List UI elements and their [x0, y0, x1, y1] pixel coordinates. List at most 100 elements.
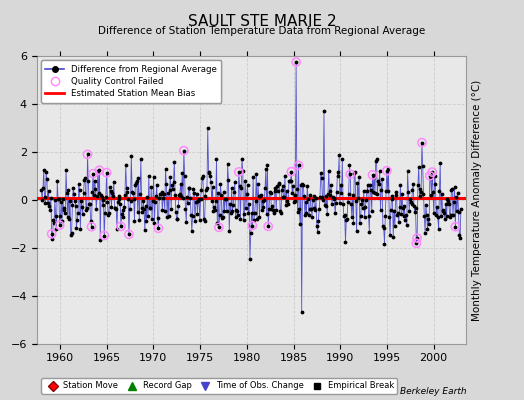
Point [284, 201, 292, 208]
Point [396, 181, 405, 188]
Point [160, 191, 168, 198]
Point [342, 217, 351, 223]
Point [444, 198, 452, 204]
Point [132, 180, 140, 186]
Point [386, 232, 394, 238]
Point [92, 206, 101, 212]
Point [390, 223, 399, 229]
Point [387, 206, 395, 213]
Point [276, 208, 285, 214]
Point [77, 198, 85, 205]
Point [136, 191, 144, 198]
Point [449, 212, 457, 218]
Point [180, 148, 188, 154]
Point [177, 180, 185, 187]
Point [328, 200, 336, 207]
Point [285, 178, 293, 184]
Point [347, 201, 355, 207]
Point [238, 168, 247, 174]
Point [135, 216, 144, 223]
Point [163, 189, 172, 196]
Point [103, 199, 112, 206]
Point [227, 185, 236, 191]
Point [451, 224, 460, 230]
Point [353, 180, 362, 187]
Point [156, 191, 164, 197]
Point [436, 160, 444, 166]
Point [376, 168, 384, 174]
Point [407, 198, 415, 205]
Point [101, 210, 109, 216]
Point [442, 201, 450, 207]
Point [309, 197, 317, 203]
Point [109, 193, 117, 200]
Point [234, 211, 242, 218]
Point [45, 188, 53, 194]
Point [239, 217, 248, 223]
Point [206, 173, 214, 179]
Point [244, 210, 253, 216]
Point [261, 185, 269, 191]
Point [133, 178, 141, 185]
Point [293, 209, 302, 215]
Point [137, 204, 146, 211]
Point [187, 212, 195, 218]
Point [120, 204, 128, 210]
Legend: Difference from Regional Average, Quality Control Failed, Estimated Station Mean: Difference from Regional Average, Qualit… [41, 60, 221, 103]
Point [91, 186, 100, 192]
Point [298, 308, 306, 315]
Point [293, 186, 301, 192]
Point [456, 235, 464, 241]
Point [250, 210, 259, 216]
Point [413, 235, 421, 241]
Point [212, 156, 221, 162]
Point [64, 186, 73, 193]
Point [374, 178, 383, 184]
Point [41, 200, 50, 206]
Point [282, 188, 291, 194]
Point [266, 190, 275, 196]
Point [422, 201, 430, 208]
Point [114, 199, 122, 205]
Point [258, 206, 266, 213]
Point [160, 208, 169, 215]
Point [364, 182, 372, 188]
Point [333, 169, 342, 175]
Point [172, 209, 180, 216]
Point [419, 162, 427, 169]
Point [438, 191, 446, 197]
Point [286, 177, 294, 184]
Point [162, 181, 170, 187]
Point [351, 169, 359, 175]
Point [277, 210, 285, 216]
Point [102, 194, 110, 200]
Point [56, 222, 64, 228]
Point [243, 181, 252, 188]
Point [126, 206, 134, 212]
Point [111, 205, 119, 211]
Point [161, 166, 170, 172]
Point [48, 231, 56, 237]
Point [199, 172, 207, 179]
Point [290, 199, 298, 205]
Point [215, 224, 223, 230]
Point [166, 174, 174, 180]
Point [376, 207, 385, 213]
Point [176, 191, 184, 197]
Point [275, 181, 283, 188]
Point [48, 236, 57, 243]
Point [74, 210, 82, 216]
Point [354, 195, 363, 201]
Point [209, 184, 217, 190]
Point [203, 185, 211, 192]
Point [279, 194, 288, 200]
Point [347, 214, 356, 220]
Point [452, 194, 460, 200]
Point [179, 195, 187, 201]
Point [373, 191, 381, 197]
Point [155, 194, 163, 201]
Point [117, 211, 126, 217]
Point [455, 232, 464, 238]
Point [225, 228, 233, 234]
Point [400, 203, 409, 209]
